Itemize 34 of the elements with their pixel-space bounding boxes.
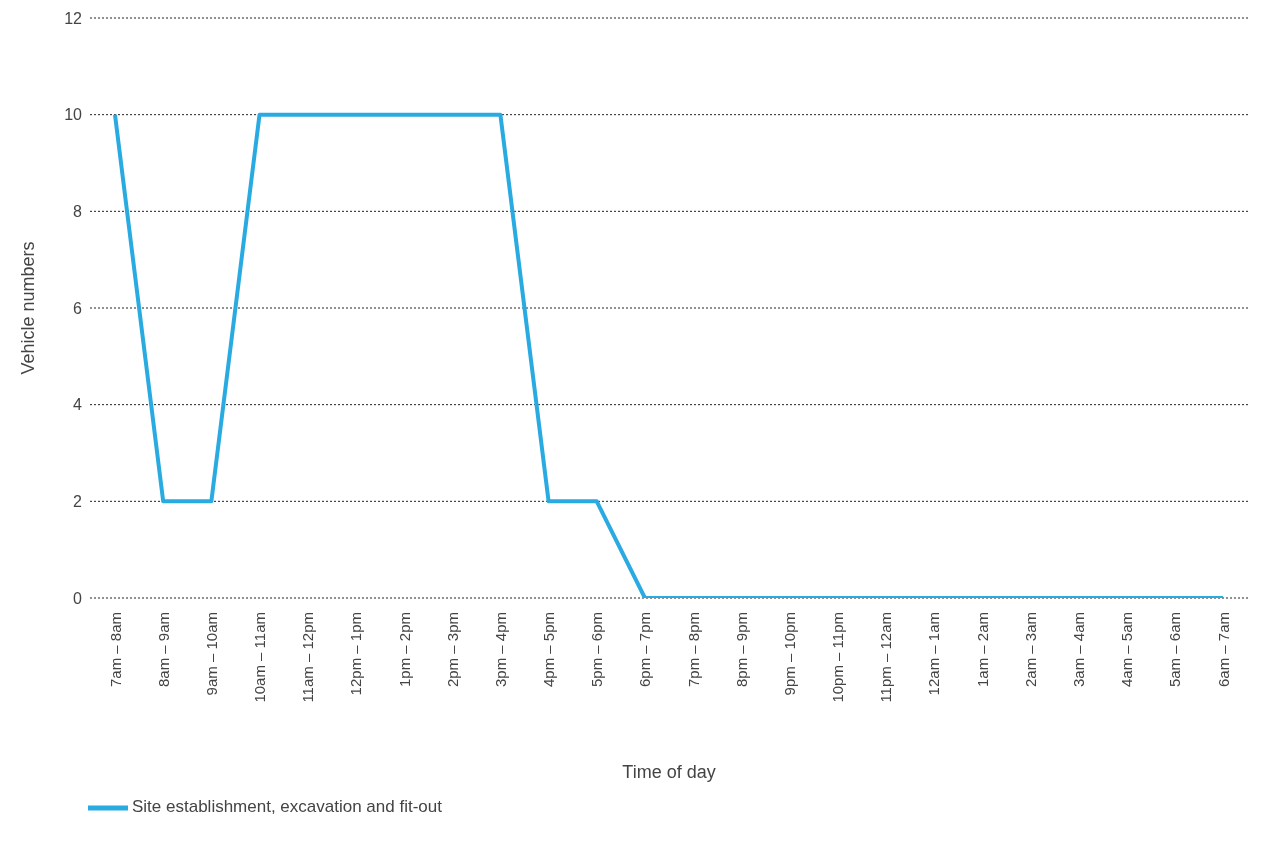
x-tick-label: 12am – 1am: [925, 612, 943, 696]
x-tick-label: 10am – 11am: [251, 612, 269, 703]
x-tick-label: 6am – 7am: [1214, 612, 1232, 688]
x-tick-label: 3pm – 4pm: [491, 612, 509, 688]
x-tick-label: 4am – 5am: [1118, 612, 1136, 688]
y-axis-title: Vehicle numbers: [18, 241, 39, 375]
x-tick-label: 8pm – 9pm: [732, 612, 750, 688]
x-tick-label: 9pm – 10pm: [780, 612, 798, 696]
x-tick-label: 5am – 6am: [1166, 612, 1184, 688]
x-tick-label: 6pm – 7pm: [636, 612, 654, 688]
x-tick-label: 1pm – 2pm: [395, 612, 413, 688]
y-tick-label: 4: [73, 396, 83, 414]
x-tick-label: 3am – 4am: [1069, 612, 1087, 688]
x-tick-label: 7pm – 8pm: [684, 612, 702, 688]
y-tick-label: 8: [73, 203, 83, 221]
y-tick-label: 6: [73, 299, 83, 317]
x-tick-label: 5pm – 6pm: [588, 612, 606, 688]
x-tick-label: 2am – 3am: [1021, 612, 1039, 688]
x-tick-label: 9am – 10am: [202, 612, 220, 696]
legend-label: Site establishment, excavation and fit-out: [132, 797, 442, 817]
y-tick-label: 2: [73, 493, 83, 511]
y-tick-label: 10: [64, 106, 83, 124]
x-tick-label: 11pm – 12am: [877, 612, 895, 703]
x-tick-label: 11am – 12pm: [299, 612, 317, 703]
x-tick-label: 2pm – 3pm: [443, 612, 461, 688]
x-tick-label: 10pm – 11pm: [829, 612, 847, 703]
y-tick-label: 12: [64, 9, 83, 27]
x-tick-label: 4pm – 5pm: [540, 612, 558, 688]
x-tick-label: 8am – 9am: [154, 612, 172, 688]
y-tick-label: 0: [73, 589, 83, 607]
x-tick-label: 12pm – 1pm: [347, 612, 365, 696]
x-tick-label: 7am – 8am: [106, 612, 124, 688]
x-tick-label: 1am – 2am: [973, 612, 991, 688]
x-axis-title: Time of day: [622, 762, 716, 782]
